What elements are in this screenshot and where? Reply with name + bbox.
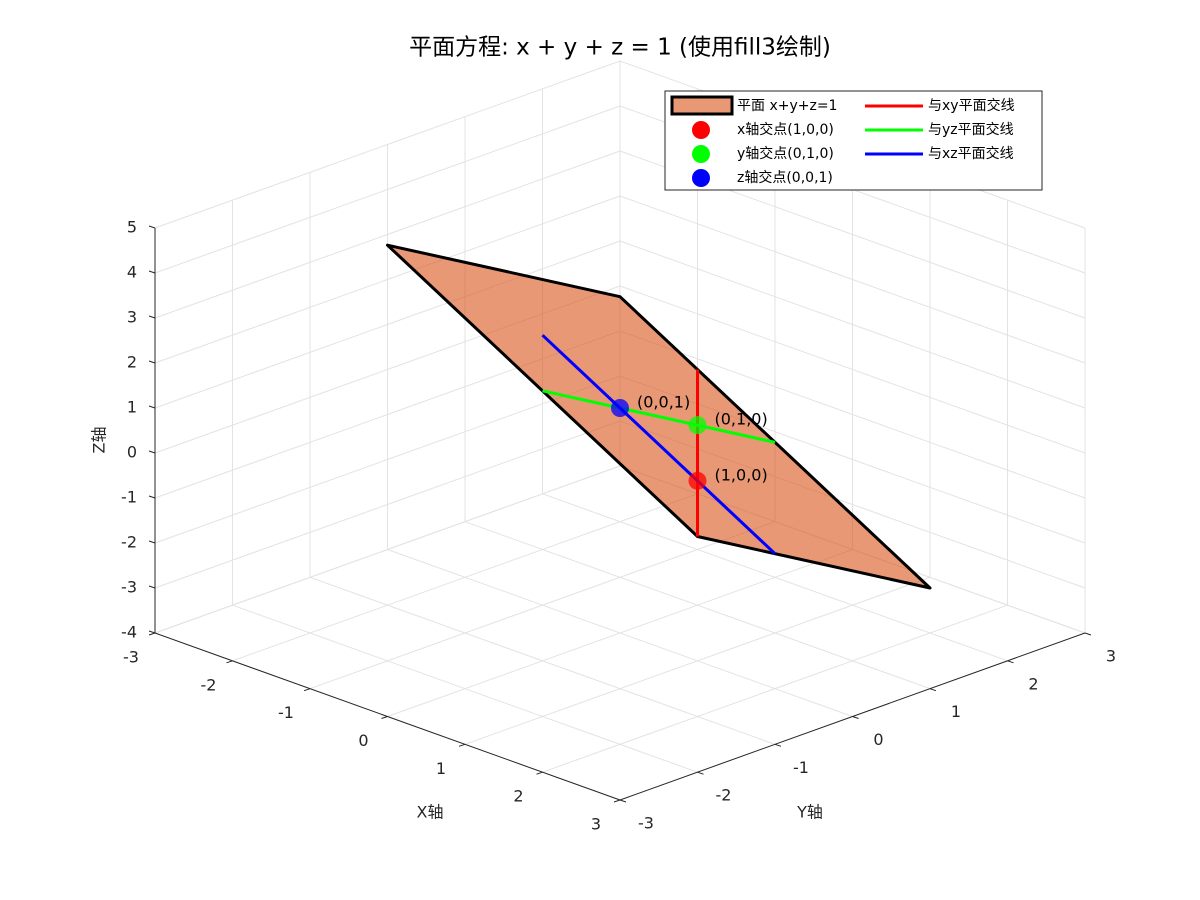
grid-line bbox=[154, 375, 621, 544]
y-tick bbox=[619, 799, 627, 803]
y-tick bbox=[774, 743, 782, 747]
x-tick-label: 2 bbox=[513, 787, 523, 806]
x-tick-label: 0 bbox=[358, 731, 368, 750]
z-tick-label: -2 bbox=[121, 533, 137, 552]
x-tick bbox=[381, 716, 388, 719]
x-axis-label: X轴 bbox=[417, 803, 444, 822]
y-tick bbox=[697, 771, 704, 775]
grid-line bbox=[542, 493, 1008, 662]
legend: 平面 x+y+z=1 x轴交点(1,0,0) y轴交点(0,1,0) z轴交点(0,0… bbox=[664, 90, 1043, 191]
legend-label: x轴交点(1,0,0) bbox=[737, 121, 834, 138]
x-tick bbox=[536, 771, 543, 775]
grid-line bbox=[619, 195, 1086, 364]
y-tick-label: 3 bbox=[1106, 647, 1116, 666]
grid-line bbox=[154, 150, 621, 319]
grid-line bbox=[154, 60, 621, 229]
grid-line bbox=[464, 521, 931, 690]
grid-line bbox=[619, 240, 1086, 409]
z-tick-label: 0 bbox=[127, 443, 137, 462]
grid-line bbox=[309, 576, 776, 745]
z-tick-label: 4 bbox=[127, 263, 137, 282]
x-tick bbox=[148, 632, 156, 636]
y-tick-label: -3 bbox=[638, 814, 654, 833]
grid-line bbox=[154, 105, 621, 274]
grid-line bbox=[619, 330, 1086, 499]
point-label: (0,1,0) bbox=[715, 410, 768, 429]
y-axis-label: Y轴 bbox=[796, 803, 823, 822]
grid-line bbox=[232, 604, 698, 773]
legend-label: 平面 x+y+z=1 bbox=[737, 98, 837, 114]
grid-line bbox=[154, 240, 621, 409]
z-axis-label: Z轴 bbox=[90, 427, 109, 454]
y-tick-label: 0 bbox=[873, 730, 883, 749]
legend-label: y轴交点(0,1,0) bbox=[737, 145, 834, 162]
x-tick bbox=[458, 743, 466, 747]
intersection-line bbox=[541, 334, 777, 555]
legend-label: 与xy平面交线 bbox=[928, 97, 1015, 114]
x-tick-label: -1 bbox=[278, 703, 294, 722]
y-tick bbox=[929, 688, 937, 692]
y-tick-label: 1 bbox=[951, 702, 961, 721]
y-tick bbox=[1084, 632, 1092, 636]
grid-line bbox=[154, 420, 621, 589]
z-tick-label: 2 bbox=[127, 353, 137, 372]
legend-label: 与yz平面交线 bbox=[928, 121, 1014, 138]
z-tick bbox=[148, 495, 156, 499]
grid-line bbox=[387, 549, 853, 717]
grid-line bbox=[619, 285, 1086, 454]
z-tick-label: -1 bbox=[121, 488, 137, 507]
intercept-point bbox=[611, 399, 629, 417]
intercept-point bbox=[688, 416, 707, 435]
z-tick bbox=[148, 360, 156, 364]
x-tick-label: 3 bbox=[591, 815, 601, 834]
intersection-line bbox=[542, 389, 776, 444]
point-label: (1,0,0) bbox=[715, 465, 768, 484]
z-tick bbox=[148, 450, 156, 454]
point-label: (0,0,1) bbox=[637, 393, 690, 412]
y-tick bbox=[852, 716, 859, 719]
legend-label: z轴交点(0,0,1) bbox=[737, 169, 833, 186]
chart-title: 平面方程: x + y + z = 1 (使用fill3绘制) bbox=[409, 35, 831, 61]
legend-marker bbox=[692, 145, 710, 163]
z-tick bbox=[148, 585, 156, 589]
legend-marker bbox=[692, 121, 710, 139]
x-tick-label: -2 bbox=[201, 675, 217, 694]
z-tick-label: 5 bbox=[127, 218, 137, 237]
z-tick bbox=[148, 270, 156, 274]
z-tick bbox=[148, 315, 156, 319]
grid-line bbox=[154, 195, 621, 364]
z-tick-label: -3 bbox=[121, 578, 137, 597]
z-tick bbox=[148, 225, 156, 229]
intercept-point bbox=[688, 471, 707, 490]
z-tick-label: 3 bbox=[127, 308, 137, 327]
y-tick-label: -2 bbox=[716, 786, 732, 805]
legend-label: 与xz平面交线 bbox=[928, 145, 1014, 162]
legend-marker bbox=[692, 169, 710, 187]
z-tick-label: -4 bbox=[121, 623, 137, 642]
grid-line bbox=[154, 465, 621, 634]
z-tick bbox=[148, 540, 156, 544]
legend-swatch bbox=[670, 95, 734, 116]
z-tick-label: 1 bbox=[127, 398, 137, 417]
z-tick bbox=[148, 405, 156, 409]
y-tick bbox=[1007, 660, 1014, 664]
x-tick bbox=[303, 688, 311, 692]
x-tick bbox=[226, 660, 233, 664]
z-tick bbox=[148, 630, 156, 634]
x-tick-label: -3 bbox=[123, 648, 139, 667]
x-tick-label: 1 bbox=[436, 759, 446, 778]
x-tick bbox=[613, 799, 621, 803]
y-tick-label: -1 bbox=[793, 758, 809, 777]
y-tick-label: 2 bbox=[1028, 674, 1038, 693]
